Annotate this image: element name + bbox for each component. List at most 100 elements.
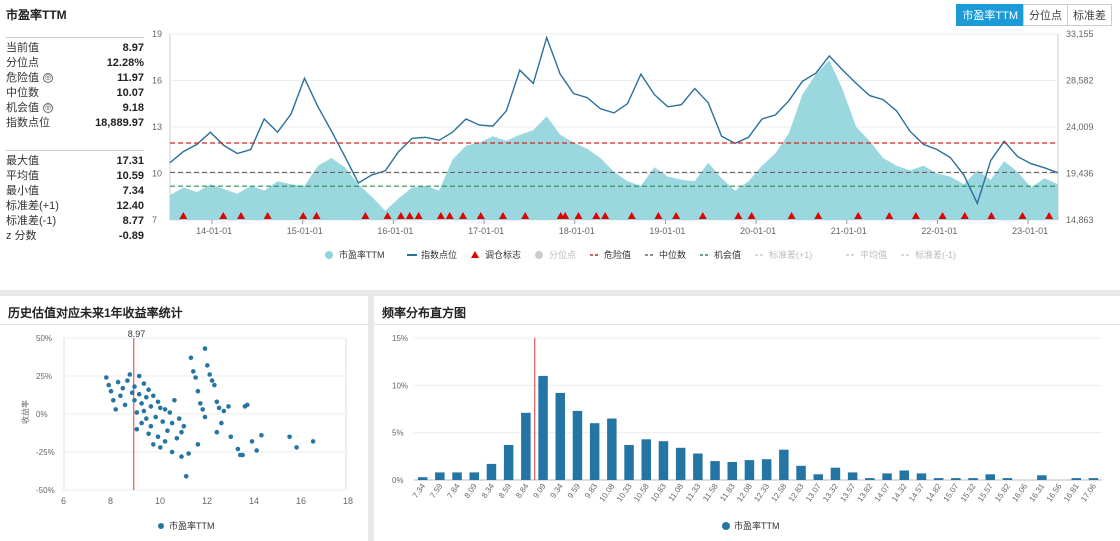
rebalance-marker — [263, 212, 272, 219]
rebalance-marker — [592, 212, 601, 219]
x-tick-label: 14.82 — [924, 482, 943, 504]
scatter-point — [158, 445, 163, 450]
y-tick-label: 15% — [392, 334, 408, 343]
scatter-point — [172, 398, 177, 403]
tab-std-dev[interactable]: 标准差 — [1067, 4, 1112, 26]
x-tick-label: 12.33 — [752, 482, 771, 504]
x-tick-label: 16 — [296, 496, 306, 506]
y2-tick-label: 19,436 — [1066, 169, 1094, 179]
scatter-point — [167, 410, 173, 415]
scatter-point — [108, 388, 114, 394]
x-tick-label: 8.84 — [514, 482, 531, 500]
tab-percentile[interactable]: 分位点 — [1023, 4, 1068, 26]
y-tick-label: 13 — [152, 122, 162, 132]
stat-value: 12.28% — [106, 57, 144, 69]
scatter-point — [207, 372, 212, 377]
legend-swatch — [158, 523, 164, 529]
info-icon[interactable]: ◎ — [43, 103, 53, 114]
rebalance-marker — [734, 212, 743, 219]
legend-label: 市盈率TTM — [169, 520, 215, 531]
stat-label: 平均值 — [6, 170, 39, 182]
scatter-point — [240, 452, 245, 458]
scatter-point — [160, 419, 165, 424]
x-tick-label: 15.07 — [942, 482, 961, 504]
stat-row: 最大值 17.31 — [6, 154, 144, 169]
scatter-point — [195, 388, 201, 394]
histogram-bar — [710, 461, 720, 480]
scatter-point — [216, 405, 222, 411]
x-tick-label: 22-01-01 — [921, 226, 957, 236]
stat-value: 17.31 — [116, 155, 144, 167]
scatter-point — [158, 405, 163, 411]
histogram-bar — [899, 470, 909, 480]
rebalance-marker — [627, 212, 636, 219]
return-scatter-chart: 50% 25% 0% -25% -50% 6 8 10 12 14 16 18 收益率 8.97 市盈率TT… — [20, 329, 353, 531]
rebalance-marker — [1045, 212, 1054, 219]
scatter-point — [205, 363, 210, 368]
stat-label: z 分数 — [6, 230, 37, 242]
histogram-bar — [675, 447, 686, 480]
scatter-point — [141, 381, 147, 386]
legend-swatch — [471, 251, 479, 258]
metric-tabs: 市盈率TTM 分位点 标准差 — [956, 4, 1112, 26]
stat-label: 当前值 — [6, 42, 39, 54]
histogram-bar — [486, 463, 497, 480]
x-tick-label: 23-01-01 — [1012, 226, 1048, 236]
info-icon[interactable]: ◎ — [43, 73, 53, 84]
rebalance-marker — [499, 212, 507, 219]
x-tick-label: 10 — [155, 496, 165, 506]
stat-row: z 分数 -0.89 — [6, 229, 144, 244]
histogram-bar — [796, 465, 806, 480]
rebalance-marker — [1018, 212, 1027, 219]
x-tick-label: 13.57 — [838, 482, 857, 504]
x-tick-label: 14.07 — [873, 482, 892, 504]
tab-pe-ttm[interactable]: 市盈率TTM — [956, 4, 1024, 26]
legend-label: 平均值 — [860, 249, 887, 260]
rebalance-marker — [987, 212, 996, 219]
scatter-point — [176, 416, 182, 421]
scatter-point — [146, 431, 151, 437]
scatter-point — [221, 408, 227, 414]
histogram-bar — [985, 474, 995, 480]
stat-row: 指数点位 18,889.97 — [6, 116, 144, 131]
histogram-bar — [469, 472, 479, 480]
y2-tick-label: 14,863 — [1066, 215, 1094, 225]
legend-label: 指数点位 — [421, 249, 457, 260]
pe-ttm-panel: 市盈率TTM 市盈率TTM 分位点 标准差 当前值 8.97 分位点 12.28% 危险… — [6, 4, 1112, 260]
scatter-point — [259, 433, 264, 438]
legend-label: 市盈率TTM — [734, 520, 780, 531]
histogram-bar — [813, 474, 823, 480]
rebalance-marker — [601, 212, 610, 219]
x-tick-label: 9.09 — [531, 482, 548, 500]
legend-label: 中位数 — [659, 249, 686, 260]
scatter-point — [132, 398, 137, 403]
y2-tick-label: 28,582 — [1066, 76, 1094, 86]
x-tick-label: 16-01-01 — [377, 226, 413, 236]
x-tick-label: 12.58 — [770, 482, 789, 504]
rebalance-marker — [854, 212, 863, 219]
stat-value: -0.89 — [118, 230, 144, 242]
legend-label: 标准差(+1) — [769, 249, 812, 260]
scatter-point — [136, 373, 142, 379]
legend-swatch — [722, 522, 730, 530]
x-tick-label: 12 — [202, 496, 212, 506]
rebalance-marker — [361, 212, 370, 219]
rebalance-marker — [672, 212, 681, 219]
stat-value: 10.07 — [116, 87, 144, 99]
scatter-point — [151, 442, 156, 447]
rebalance-marker — [747, 212, 756, 219]
histogram-bar — [538, 375, 548, 480]
rebalance-marker — [383, 212, 392, 219]
scatter-point — [155, 434, 161, 440]
stat-row: 最小值 7.34 — [6, 184, 144, 199]
scatter-point — [226, 404, 231, 409]
y2-tick-label: 33,155 — [1066, 29, 1094, 39]
scatter-point — [169, 449, 175, 455]
x-tick-label: 16.31 — [1028, 482, 1047, 504]
x-tick-label: 11.83 — [718, 482, 737, 504]
histogram-bar — [1071, 478, 1081, 480]
histogram-bar — [779, 449, 789, 480]
stat-row: 中位数 10.07 — [6, 86, 144, 101]
stat-label: 最小值 — [6, 185, 39, 197]
x-tick-label: 14-01-01 — [196, 226, 232, 236]
